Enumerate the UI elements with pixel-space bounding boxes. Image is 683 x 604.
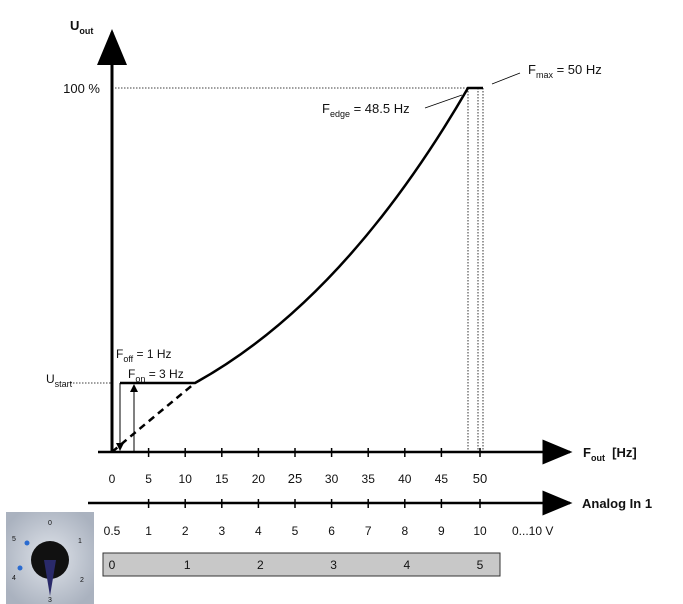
knob (6, 512, 94, 604)
analog-tick-label: 10 (473, 524, 487, 538)
knob-dial-label: 3 (48, 597, 52, 604)
f-off: Foff = 1 Hz (116, 347, 172, 364)
freq-tick-label: 45 (435, 472, 449, 486)
guides (70, 87, 484, 452)
knob-bar-label: 3 (330, 558, 337, 572)
freq-tick-label: 20 (252, 472, 266, 486)
y-axis-label: Uout (70, 18, 93, 36)
freq-tick-label: 5 (145, 472, 152, 486)
analog-range: 0...10 V (512, 524, 553, 538)
f-max: Fmax = 50 Hz (528, 62, 602, 80)
knob-dial-label: 5 (12, 536, 16, 543)
f-edge-leader (424, 94, 463, 109)
label-100: 100 % (63, 81, 100, 96)
curve (120, 86, 483, 385)
freq-tick-label: 40 (398, 472, 412, 486)
freq-tick-label: 35 (362, 472, 376, 486)
analog-tick-label: 1 (145, 524, 152, 538)
knob-dial-label: 1 (78, 538, 82, 545)
knob-bar-label: 4 (403, 558, 410, 572)
analog-tick-label: 9 (438, 524, 445, 538)
f-on: Fon = 3 Hz (128, 367, 184, 384)
freq-tick-label: 50 (473, 471, 487, 486)
u-start: Ustart (46, 372, 73, 389)
analog-tick-label: 2 (182, 524, 189, 538)
f-edge: Fedge = 48.5 Hz (322, 101, 410, 119)
knob-bar (102, 552, 501, 577)
freq-tick-label: 10 (179, 472, 193, 486)
knob-dial-label: 2 (80, 577, 84, 584)
freq-tick-label: 25 (288, 471, 302, 486)
analog-title: Analog In 1 (582, 496, 652, 511)
analog-tick-label: 6 (328, 524, 335, 538)
analog-tick-label: 4 (255, 524, 262, 538)
analog-tick-label: 8 (401, 524, 408, 538)
analog-tick-label: 5 (292, 524, 299, 538)
freq-tick-label: 15 (215, 472, 229, 486)
knob-bar-label: 1 (184, 558, 191, 572)
analog-tick-label: 3 (218, 524, 225, 538)
knob-dial-label: 0 (48, 520, 52, 527)
analog-tick-label: 0.5 (104, 524, 121, 538)
freq-tick-label: 30 (325, 472, 339, 486)
knob-bar-label: 2 (257, 558, 264, 572)
knob-dial-label: 4 (12, 575, 16, 582)
x-axis-label: Fout [Hz] (583, 445, 637, 463)
curve-dashed (111, 382, 196, 453)
analog-tick-label: 7 (365, 524, 372, 538)
knob-bar-label: 0 (109, 558, 116, 572)
knob-bar-label: 5 (477, 558, 484, 572)
f-max-leader (491, 72, 521, 85)
freq-tick-label: 0 (109, 472, 116, 486)
